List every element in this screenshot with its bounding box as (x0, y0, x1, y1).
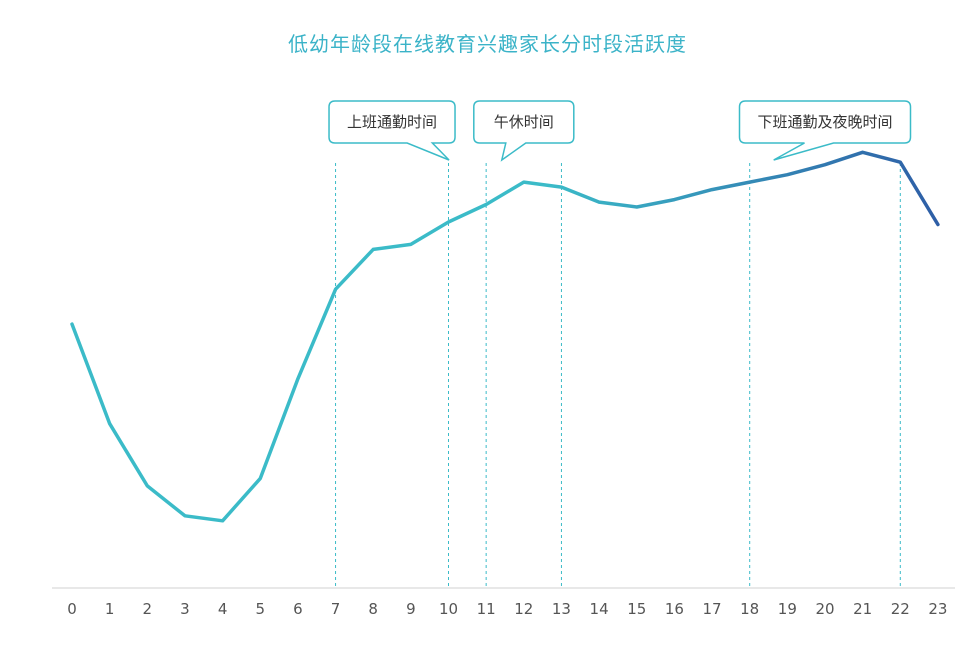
callout: 上班通勤时间 (328, 100, 456, 161)
x-tick-label: 6 (293, 600, 303, 618)
x-tick-label: 19 (778, 600, 797, 618)
x-tick-label: 4 (218, 600, 228, 618)
x-tick-label: 10 (439, 600, 458, 618)
callout-label: 午休时间 (494, 113, 554, 131)
callout: 午休时间 (473, 100, 575, 162)
x-tick-label: 9 (406, 600, 416, 618)
x-tick-label: 13 (552, 600, 571, 618)
x-tick-label: 11 (477, 600, 496, 618)
x-tick-label: 15 (627, 600, 646, 618)
x-tick-label: 23 (928, 600, 947, 618)
x-tick-label: 7 (331, 600, 341, 618)
x-tick-label: 22 (891, 600, 910, 618)
callout-label: 上班通勤时间 (347, 113, 437, 131)
x-tick-label: 14 (590, 600, 609, 618)
x-tick-label: 17 (703, 600, 722, 618)
x-tick-label: 8 (368, 600, 378, 618)
guide-lines (335, 163, 901, 588)
series-line-group (70, 150, 940, 523)
x-tick-label: 12 (514, 600, 533, 618)
x-tick-label: 18 (740, 600, 759, 618)
x-tick-label: 3 (180, 600, 190, 618)
x-tick-label: 20 (815, 600, 834, 618)
x-tick-label: 0 (67, 600, 77, 618)
callout-bubble (328, 100, 456, 161)
x-tick-label: 5 (255, 600, 265, 618)
x-tick-label: 2 (143, 600, 153, 618)
callout-label: 下班通勤及夜晚时间 (757, 113, 892, 131)
x-tick-label: 21 (853, 600, 872, 618)
chart-title: 低幼年龄段在线教育兴趣家长分时段活跃度 (288, 32, 687, 56)
callout: 下班通勤及夜晚时间 (738, 100, 912, 161)
series-line (70, 150, 940, 523)
x-tick-label: 16 (665, 600, 684, 618)
annotation-callouts: 上班通勤时间 午休时间 下班通勤及夜晚时间 (328, 100, 912, 162)
callout-bubble (473, 100, 575, 162)
callout-bubble (738, 100, 912, 161)
x-tick-label: 1 (105, 600, 115, 618)
x-tick-labels: 0 1 2 3 4 5 6 7 8 9 10 11 12 13 14 15 16 17 18 19 20 21 22 23 (67, 600, 947, 618)
